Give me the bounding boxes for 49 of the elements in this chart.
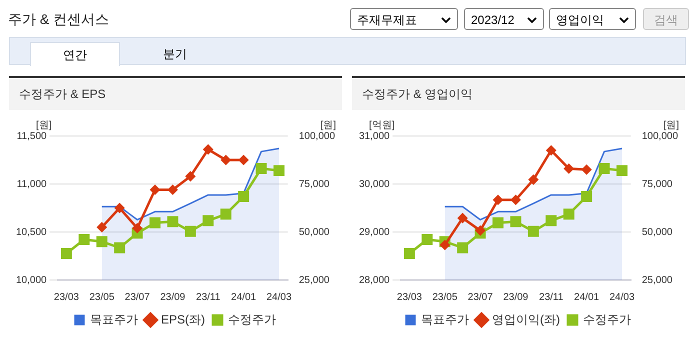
x-tick-label: 24/01 (231, 292, 257, 303)
text: 영업이익 (556, 13, 604, 27)
y-axis-title: [원] (36, 120, 52, 131)
text: 검색 (643, 8, 689, 30)
x-tick-label: 23/07 (124, 292, 150, 303)
x-tick-label: 24/03 (609, 292, 635, 303)
legend-label: EPS(좌) (161, 312, 206, 326)
y2-tick-label: 25,000 (298, 274, 330, 286)
x-tick-label: 23/07 (468, 292, 494, 303)
y-tick-label: 28,000 (358, 274, 390, 286)
y-tick-label: 10,000 (16, 274, 48, 286)
x-tick-label: 24/03 (266, 292, 292, 303)
x-tick-label: 23/09 (160, 292, 186, 303)
x-tick-label: 23/09 (503, 292, 529, 303)
y2-tick-label: 50,000 (298, 226, 330, 238)
chart-title: 수정주가 & 영업이익 (352, 78, 685, 110)
legend-label: 목표주가 (90, 312, 138, 326)
text: 연간 (30, 42, 120, 66)
y-tick-label: 30,000 (358, 178, 390, 190)
legend-label: 목표주가 (421, 312, 470, 326)
text: 주가 & 컨센서스 (8, 11, 110, 29)
chart-title: 수정주가 & EPS (9, 78, 342, 110)
x-tick-label: 23/05 (432, 292, 458, 303)
y2-tick-label: 75,000 (642, 178, 673, 190)
y-tick-label: 10,500 (16, 226, 48, 238)
legend-label: 영업이익(좌) (492, 312, 560, 326)
legend-label: 수정주가 (582, 312, 631, 326)
x-tick-label: 23/11 (196, 292, 221, 303)
x-tick-label: 23/03 (54, 292, 80, 303)
text: 주재무제표 (357, 13, 417, 27)
y2-tick-label: 75,000 (298, 178, 330, 190)
y2-tick-label: 100,000 (642, 130, 678, 142)
x-tick-label: 23/03 (396, 292, 422, 303)
y2-axis-title: [원] (663, 120, 680, 131)
legend-label: 수정주가 (228, 312, 276, 326)
y-tick-label: 11,500 (16, 130, 48, 142)
y2-axis-title: [원] (320, 120, 336, 131)
y2-tick-label: 100,000 (298, 130, 336, 142)
y-tick-label: 29,000 (358, 226, 390, 238)
y2-tick-label: 25,000 (642, 274, 673, 286)
text: 분기 (162, 46, 188, 63)
y-axis-title: [억원] (369, 120, 395, 131)
x-tick-label: 24/01 (574, 292, 600, 303)
y2-tick-label: 50,000 (642, 226, 673, 238)
text: 2023/12 (471, 13, 514, 27)
x-tick-label: 23/05 (89, 292, 115, 303)
x-tick-label: 23/11 (538, 292, 564, 303)
y-tick-label: 31,000 (358, 130, 390, 142)
y-tick-label: 11,000 (16, 178, 48, 190)
